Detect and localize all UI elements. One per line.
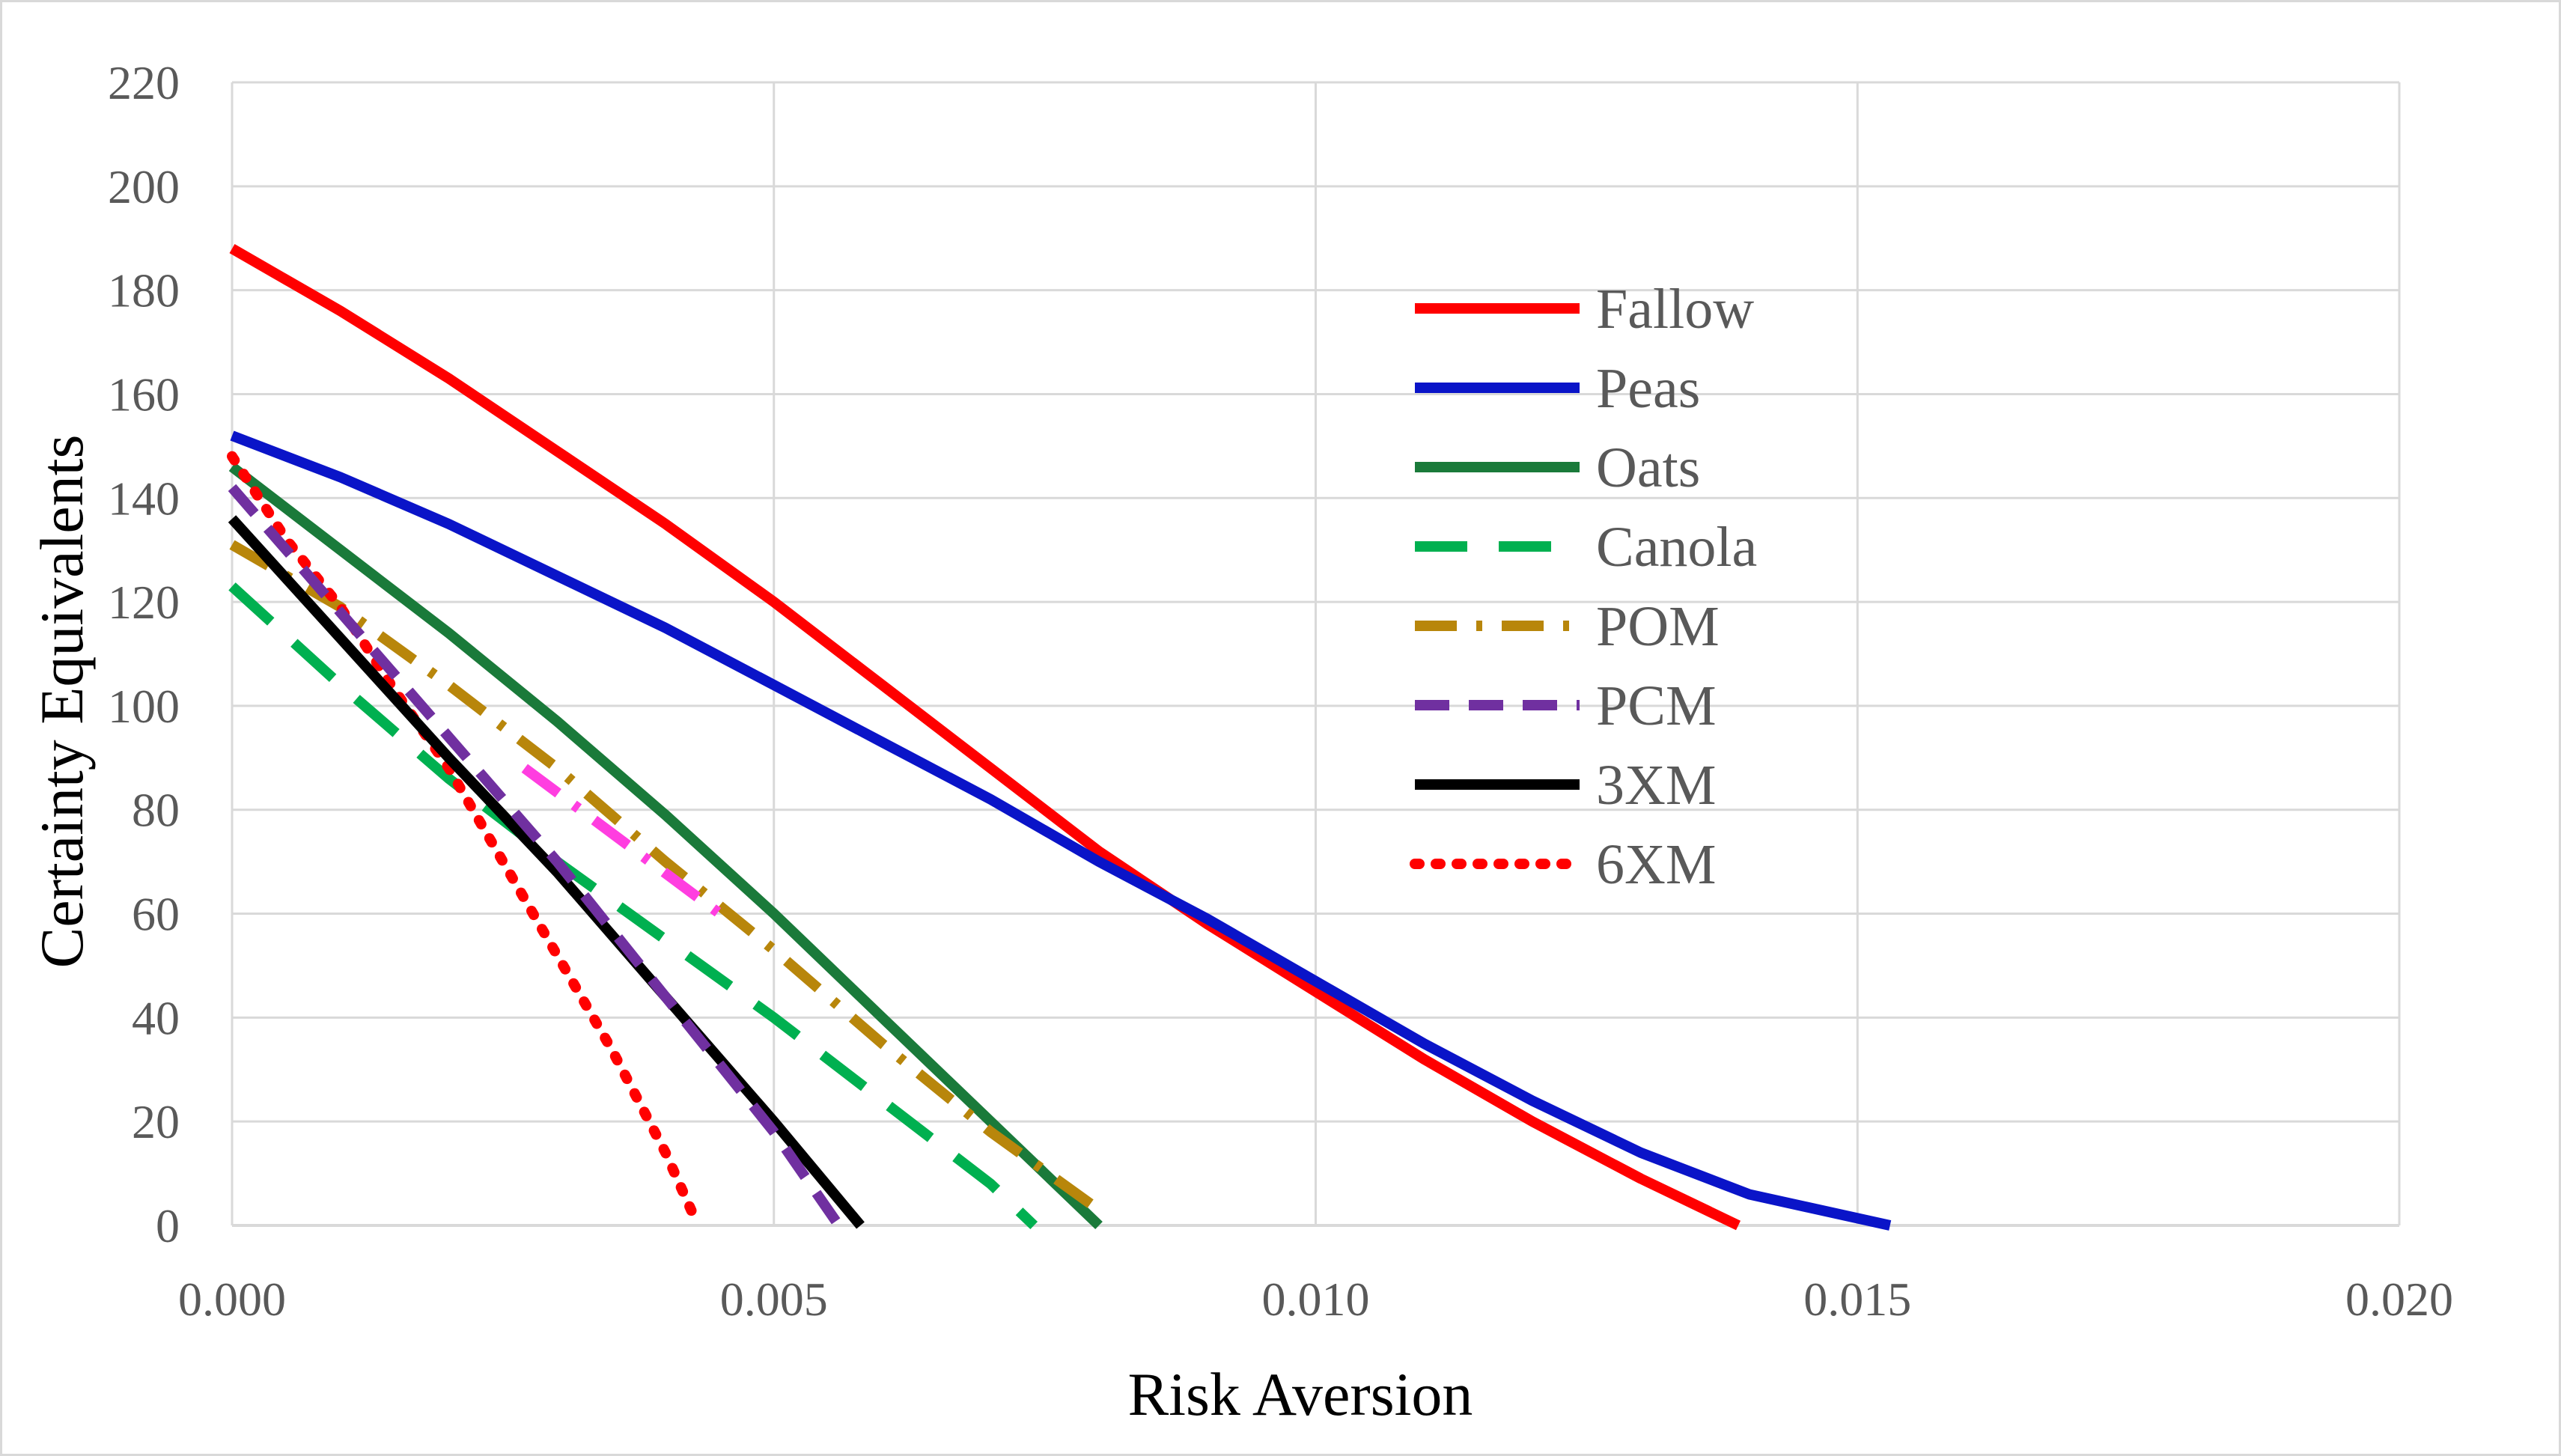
y-tick-label: 40 (132, 991, 180, 1044)
legend-label-3xm: 3XM (1596, 754, 1716, 817)
y-tick-label: 160 (108, 368, 180, 421)
series-lines (227, 244, 1892, 1231)
y-tick-label: 20 (132, 1095, 180, 1148)
legend-label-oats: Oats (1596, 436, 1700, 499)
legend-label-pcm: PCM (1596, 674, 1717, 737)
y-tick-label: 200 (108, 160, 180, 213)
x-tick-label: 0.005 (720, 1273, 828, 1326)
y-tick-label: 100 (108, 680, 180, 733)
y-tick-label: 220 (108, 56, 180, 109)
y-axis-title: Certainty Equivalents (28, 435, 96, 969)
y-tick-label: 60 (132, 888, 180, 941)
legend-label-canola: Canola (1596, 516, 1757, 579)
series-line-fallow (229, 244, 1741, 1231)
series-line-pcm (228, 484, 844, 1228)
legend: Fallow Peas Oats Canola POM PCM 3XM 6XM (1410, 278, 1757, 896)
series-line-3xm (228, 515, 865, 1229)
y-tick-label: 180 (108, 264, 180, 317)
legend-label-fallow: Fallow (1596, 278, 1754, 341)
tick-labels: 0 20 40 60 80 100 120 140 160 180 200 220 0.000 0.005… (108, 56, 2453, 1326)
series-line-oats (228, 463, 1103, 1230)
y-tick-label: 80 (132, 784, 180, 837)
y-tick-label: 140 (108, 472, 180, 525)
legend-label-pom: POM (1596, 595, 1720, 658)
legend-label-6xm: 6XM (1596, 833, 1716, 896)
x-tick-label: 0.000 (178, 1273, 286, 1326)
series-line-pom (229, 540, 1103, 1214)
series-line-canola (228, 582, 1038, 1230)
series-line-pom-highlight (521, 764, 723, 919)
x-tick-label: 0.020 (2345, 1273, 2453, 1326)
series-line-peas (230, 430, 1892, 1231)
x-axis-title: Risk Aversion (1128, 1360, 1473, 1428)
legend-label-peas: Peas (1596, 357, 1700, 420)
x-tick-label: 0.015 (1803, 1273, 1911, 1326)
x-tick-label: 0.010 (1262, 1273, 1370, 1326)
y-tick-label: 0 (156, 1199, 180, 1252)
grid-lines (231, 81, 2401, 1225)
y-tick-label: 120 (108, 576, 180, 629)
